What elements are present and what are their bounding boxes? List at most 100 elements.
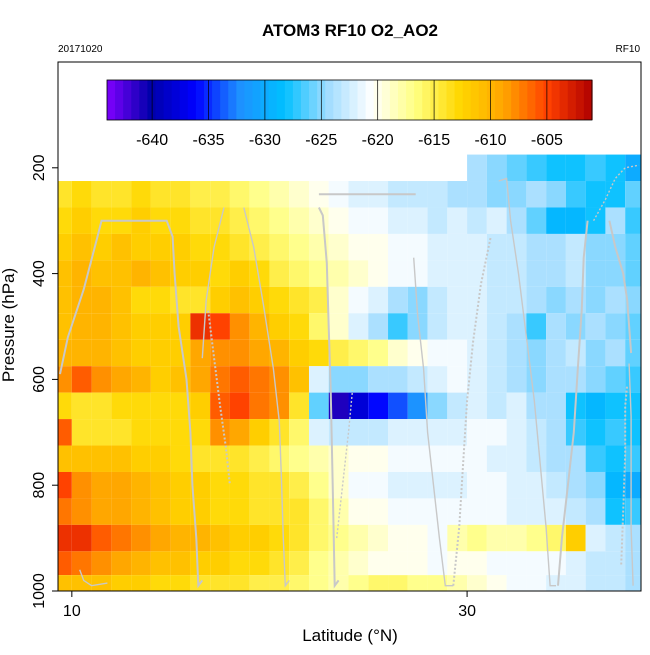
colorbar-swatch [341, 80, 351, 120]
heatmap-cell [467, 471, 487, 499]
flight-track [592, 164, 640, 222]
heatmap-cell [210, 551, 230, 576]
heatmap-cell [150, 366, 171, 393]
heatmap-cell [506, 233, 527, 261]
colorbar-swatch [495, 80, 504, 120]
heatmap-cell [150, 286, 171, 314]
heatmap-cell [131, 260, 151, 287]
heatmap-cell [71, 339, 92, 367]
heatmap-cell [447, 419, 468, 446]
heatmap-cell [289, 419, 309, 446]
heatmap-cell [388, 260, 408, 287]
heatmap-cell [388, 498, 408, 525]
heatmap-cell [506, 313, 527, 340]
heatmap-cell [546, 207, 566, 234]
heatmap-cell [308, 445, 329, 472]
heatmap-cell [229, 551, 250, 576]
heatmap-cell [289, 575, 309, 591]
heatmap-cell [71, 181, 92, 208]
heatmap-cell [605, 419, 626, 446]
heatmap-cell [605, 524, 626, 552]
colorbar-swatch [123, 80, 132, 120]
heatmap-cell [190, 181, 211, 208]
colorbar-swatch [252, 80, 262, 120]
heatmap-cell [585, 524, 606, 552]
heatmap-cell [565, 181, 586, 208]
y-tick-label: 1000 [31, 573, 48, 609]
heatmap-cell [71, 445, 92, 472]
colorbar-tick-label: -635 [192, 132, 224, 149]
colorbar-swatch [486, 80, 496, 120]
heatmap-cell [427, 419, 448, 446]
heatmap-cell [308, 207, 329, 234]
colorbar-swatch [333, 80, 343, 120]
heatmap-cell [486, 471, 507, 499]
heatmap-cell [308, 181, 329, 208]
chart-title: ATOM3 RF10 O2_AO2 [262, 21, 438, 40]
heatmap-cell [308, 313, 329, 340]
flight-track [201, 207, 225, 359]
heatmap-cell [170, 339, 191, 367]
heatmap-cell [486, 286, 507, 314]
heatmap-cell [58, 313, 72, 340]
heatmap-cell [308, 419, 329, 446]
heatmap-cell [348, 471, 369, 499]
heatmap-cell [269, 207, 290, 234]
heatmap-cell [58, 445, 72, 472]
heatmap-cell [526, 392, 547, 420]
colorbar-swatch [583, 80, 593, 120]
heatmap-cell [407, 260, 428, 287]
flight-track [452, 236, 492, 586]
heatmap-cell [388, 392, 408, 420]
heatmap-cell [585, 207, 606, 234]
heatmap-cell [546, 366, 566, 393]
heatmap-cell [348, 260, 369, 287]
heatmap-cell [368, 575, 389, 591]
heatmap-cell [486, 181, 507, 208]
heatmap-cell [467, 575, 487, 591]
heatmap-cell [565, 524, 586, 552]
colorbar-swatch [381, 80, 391, 120]
colorbar-swatch [276, 80, 286, 120]
heatmap-cell [467, 207, 487, 234]
colorbar-swatch [357, 80, 367, 120]
heatmap-cell [506, 392, 527, 420]
colorbar-swatch [309, 80, 318, 120]
heatmap-cell [170, 233, 191, 261]
flight-track-lines [59, 164, 640, 589]
heatmap-cell [605, 551, 626, 576]
heatmap-cell [91, 313, 112, 340]
heatmap-cell [388, 575, 408, 591]
heatmap-cell [605, 366, 626, 393]
heatmap-cell [289, 286, 309, 314]
heatmap-cell [605, 313, 626, 340]
heatmap-cell [229, 366, 250, 393]
heatmap-cell [546, 313, 566, 340]
colorbar-swatch [268, 80, 278, 120]
heatmap-cell [131, 366, 151, 393]
heatmap-cell [71, 498, 92, 525]
heatmap-cell [625, 551, 641, 576]
heatmap-cell [229, 181, 250, 208]
heatmap-cell [625, 260, 641, 287]
heatmap-cell [308, 286, 329, 314]
heatmap-cell [526, 366, 547, 393]
heatmap-cell [328, 575, 349, 591]
colorbar-swatch [284, 80, 294, 120]
heatmap-cell [388, 313, 408, 340]
colorbar-tick-label: -625 [305, 132, 337, 149]
heatmap-cell [91, 445, 112, 472]
heatmap-cell [625, 392, 641, 420]
heatmap-cell [308, 551, 329, 576]
colorbar-swatch [446, 80, 456, 120]
heatmap-cell [467, 260, 487, 287]
heatmap-cell [605, 471, 626, 499]
heatmap-cell [388, 524, 408, 552]
heatmap-cell [447, 575, 468, 591]
heatmap-cell [526, 419, 547, 446]
heatmap-cell [328, 313, 349, 340]
heatmap-cell [447, 181, 468, 208]
heatmap-cell [91, 551, 112, 576]
colorbar-swatch [527, 80, 537, 120]
heatmap-cell [526, 233, 547, 261]
